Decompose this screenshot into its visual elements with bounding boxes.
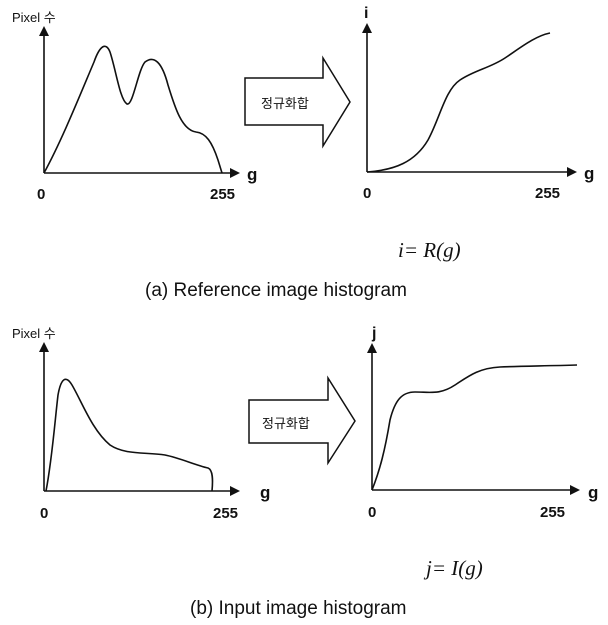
x-tick-min: 0 — [368, 504, 376, 521]
caption: (b) Input image histogram — [190, 598, 407, 619]
reference-histogram-curve — [43, 45, 223, 174]
block-arrow-shape — [248, 375, 356, 466]
x-tick-max: 255 — [210, 186, 235, 203]
y-axis-label: Pixel 수 — [12, 326, 56, 341]
arrow-label: 정규화합 — [261, 97, 309, 112]
x-axis-label: g — [260, 483, 270, 502]
panel-a-right-plot: i g 0 255 — [362, 5, 594, 202]
x-tick-max: 255 — [535, 185, 560, 202]
y-axis-label: j — [371, 325, 376, 342]
arrow-label: 정규화합 — [262, 417, 310, 432]
x-tick-max: 255 — [540, 504, 565, 521]
x-tick-min: 0 — [40, 505, 48, 522]
panel-b-right-plot: j g 0 255 — [367, 325, 598, 521]
panel-a-normalize-arrow: 정규화합 — [244, 55, 351, 149]
x-tick-min: 0 — [37, 186, 45, 203]
panel-b-left-plot: Pixel 수 g 0 255 — [12, 326, 270, 522]
input-histogram-curve — [45, 378, 214, 492]
input-cumulative-curve — [371, 364, 578, 491]
panel-a-left-plot: Pixel 수 g 0 255 — [12, 10, 257, 203]
x-tick-min: 0 — [363, 185, 371, 202]
x-tick-max: 255 — [213, 505, 238, 522]
panel-b: Pixel 수 g 0 255 정규화합 j g 0 255 j= I(g) (… — [12, 325, 598, 619]
y-axis-label: i — [364, 5, 368, 22]
y-axis-label: Pixel 수 — [12, 10, 56, 25]
caption: (a) Reference image histogram — [145, 280, 407, 301]
x-axis-label: g — [247, 165, 257, 184]
x-axis-label: g — [588, 483, 598, 502]
x-axis-label: g — [584, 164, 594, 183]
panel-a: Pixel 수 g 0 255 정규화합 i g 0 255 i= R(g) (… — [12, 5, 594, 301]
equation: i= R(g) — [398, 238, 461, 262]
reference-cumulative-curve — [366, 32, 551, 173]
panel-b-normalize-arrow: 정규화합 — [248, 375, 356, 466]
equation: j= I(g) — [423, 556, 483, 580]
block-arrow-shape — [244, 55, 351, 149]
